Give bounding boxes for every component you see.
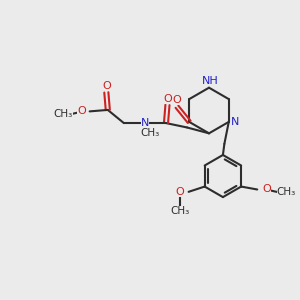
Text: N: N <box>141 118 149 128</box>
Text: O: O <box>102 81 111 91</box>
Text: CH₃: CH₃ <box>54 109 73 119</box>
Text: O: O <box>77 106 86 116</box>
Text: O: O <box>262 184 271 194</box>
Text: NH: NH <box>202 76 219 86</box>
Text: O: O <box>175 187 184 196</box>
Text: CH₃: CH₃ <box>277 188 296 197</box>
Text: CH₃: CH₃ <box>170 206 189 216</box>
Text: O: O <box>163 94 172 103</box>
Text: N: N <box>231 117 239 127</box>
Text: O: O <box>172 95 181 105</box>
Text: CH₃: CH₃ <box>141 128 160 138</box>
